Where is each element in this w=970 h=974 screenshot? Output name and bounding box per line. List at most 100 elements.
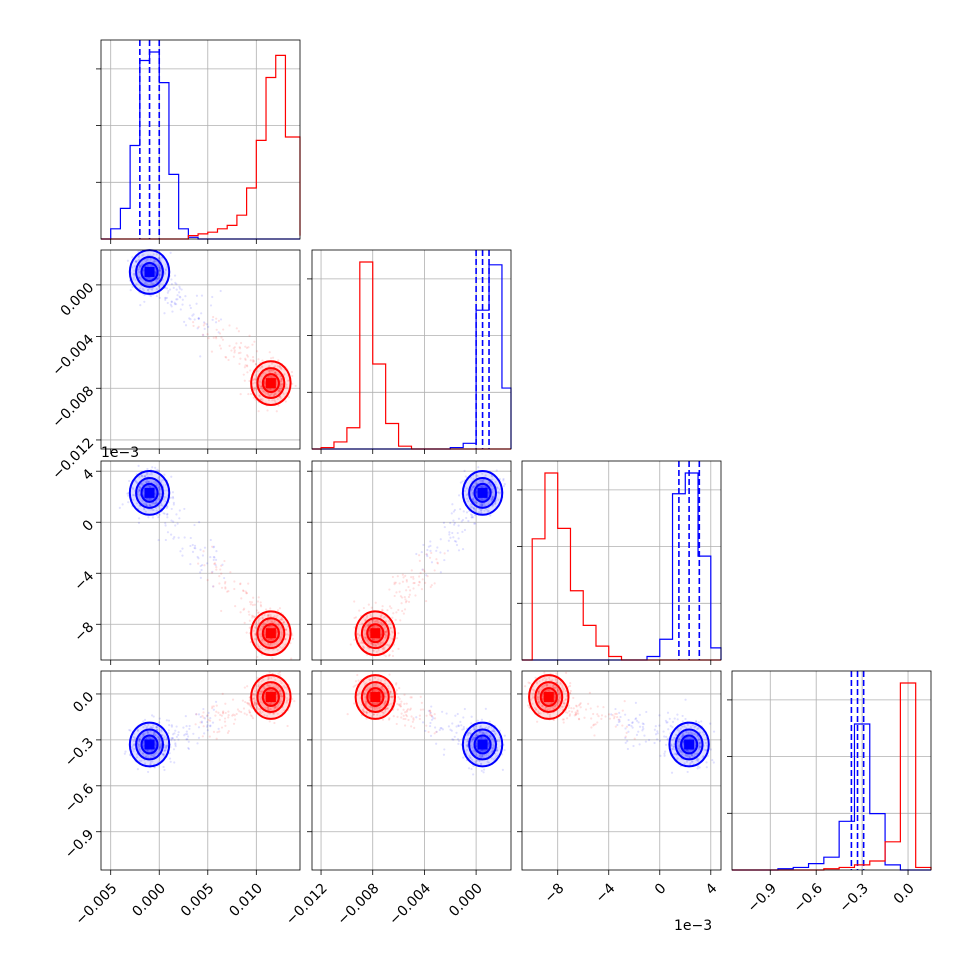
scatter-point [451,738,453,740]
scatter-point [224,703,226,705]
scatter-point [421,551,423,553]
density-peak [478,488,488,498]
scatter-point [645,741,647,743]
scatter-point [502,479,504,481]
scatter-point [211,351,213,353]
scatter-point [189,563,191,565]
scatter-point [202,550,204,552]
density-peak [266,378,276,388]
scatter-point [402,709,404,711]
scatter-point [192,325,194,327]
scatter-point [472,516,474,518]
scatter-point [239,358,241,360]
scatter-point [483,771,485,773]
scatter-point [215,569,217,571]
scatter-point [429,550,431,552]
scatter-point [434,726,436,728]
x-tick-label: −0.005 [73,880,121,928]
scatter-point [258,611,260,613]
scatter-point [565,672,567,674]
scatter-point [536,721,538,723]
y-tick-label: −0.004 [49,331,97,379]
scatter-point [272,357,274,359]
scatter-point [169,288,171,290]
scatter-point [400,716,402,718]
scatter-point [570,707,572,709]
scatter-point [175,513,177,515]
scatter-point [234,346,236,348]
scatter-point [171,300,173,302]
scatter-point [391,617,393,619]
scatter-point [458,725,460,727]
scatter-point [219,332,221,334]
scatter-point [215,701,217,703]
scatter-point [434,732,436,734]
scatter-point [399,582,401,584]
scatter-point [257,677,259,679]
scatter-point [403,703,405,705]
y-tick-label: −4 [71,568,97,594]
scatter-point [220,573,222,575]
scatter-point [233,588,235,590]
scatter-point [196,295,198,297]
scatter-point [618,721,620,723]
scatter-point [401,712,403,714]
scatter-point [188,741,190,743]
scatter-point [404,596,406,598]
scatter-point [211,296,213,298]
scatter-point [624,714,626,716]
scatter-point [139,304,141,306]
scatter-point [467,520,469,522]
scatter-point [151,714,153,716]
scatter-point [229,571,231,573]
scatter-point [192,733,194,735]
scatter-point [176,289,178,291]
scatter-point [672,721,674,723]
scatter-point [188,728,190,730]
scatter-point [197,557,199,559]
scatter-point [371,607,373,609]
scatter-point [418,575,420,577]
scatter-point [422,544,424,546]
scatter-point [198,726,200,728]
scatter-point [242,590,244,592]
scatter-point [656,730,658,732]
scatter-point [397,575,399,577]
scatter-point [402,581,404,583]
scatter-point [392,650,394,652]
scatter-point [392,576,394,578]
scatter-point [144,719,146,721]
scatter-point [419,718,421,720]
scatter-point [187,735,189,737]
scatter-point [643,723,645,725]
scatter-point [185,324,187,326]
scatter-point [158,539,160,541]
scatter-point [626,740,628,742]
scatter-point [234,605,236,607]
scatter-point [609,718,611,720]
scatter-point [258,410,260,412]
scatter-point [403,694,405,696]
scatter-point [174,524,176,526]
scatter-point [658,714,660,716]
scatter-point [604,715,606,717]
scatter-point [163,312,165,314]
scatter-point [656,738,658,740]
scatter-point [225,712,227,714]
scatter-point [412,587,414,589]
scatter-point [368,604,370,606]
scatter-point [255,363,257,365]
y-tick-label: 4 [80,466,98,484]
scatter-point [198,737,200,739]
scatter-point [425,553,427,555]
scatter-point [455,732,457,734]
scatter-point [420,696,422,698]
scatter-point [662,730,664,732]
scatter-point [127,260,129,262]
scatter-point [437,562,439,564]
scatter-point [162,512,164,514]
scatter-point [404,598,406,600]
scatter-point [397,648,399,650]
histogram-series-0 [101,52,300,239]
scatter-point [182,299,184,301]
